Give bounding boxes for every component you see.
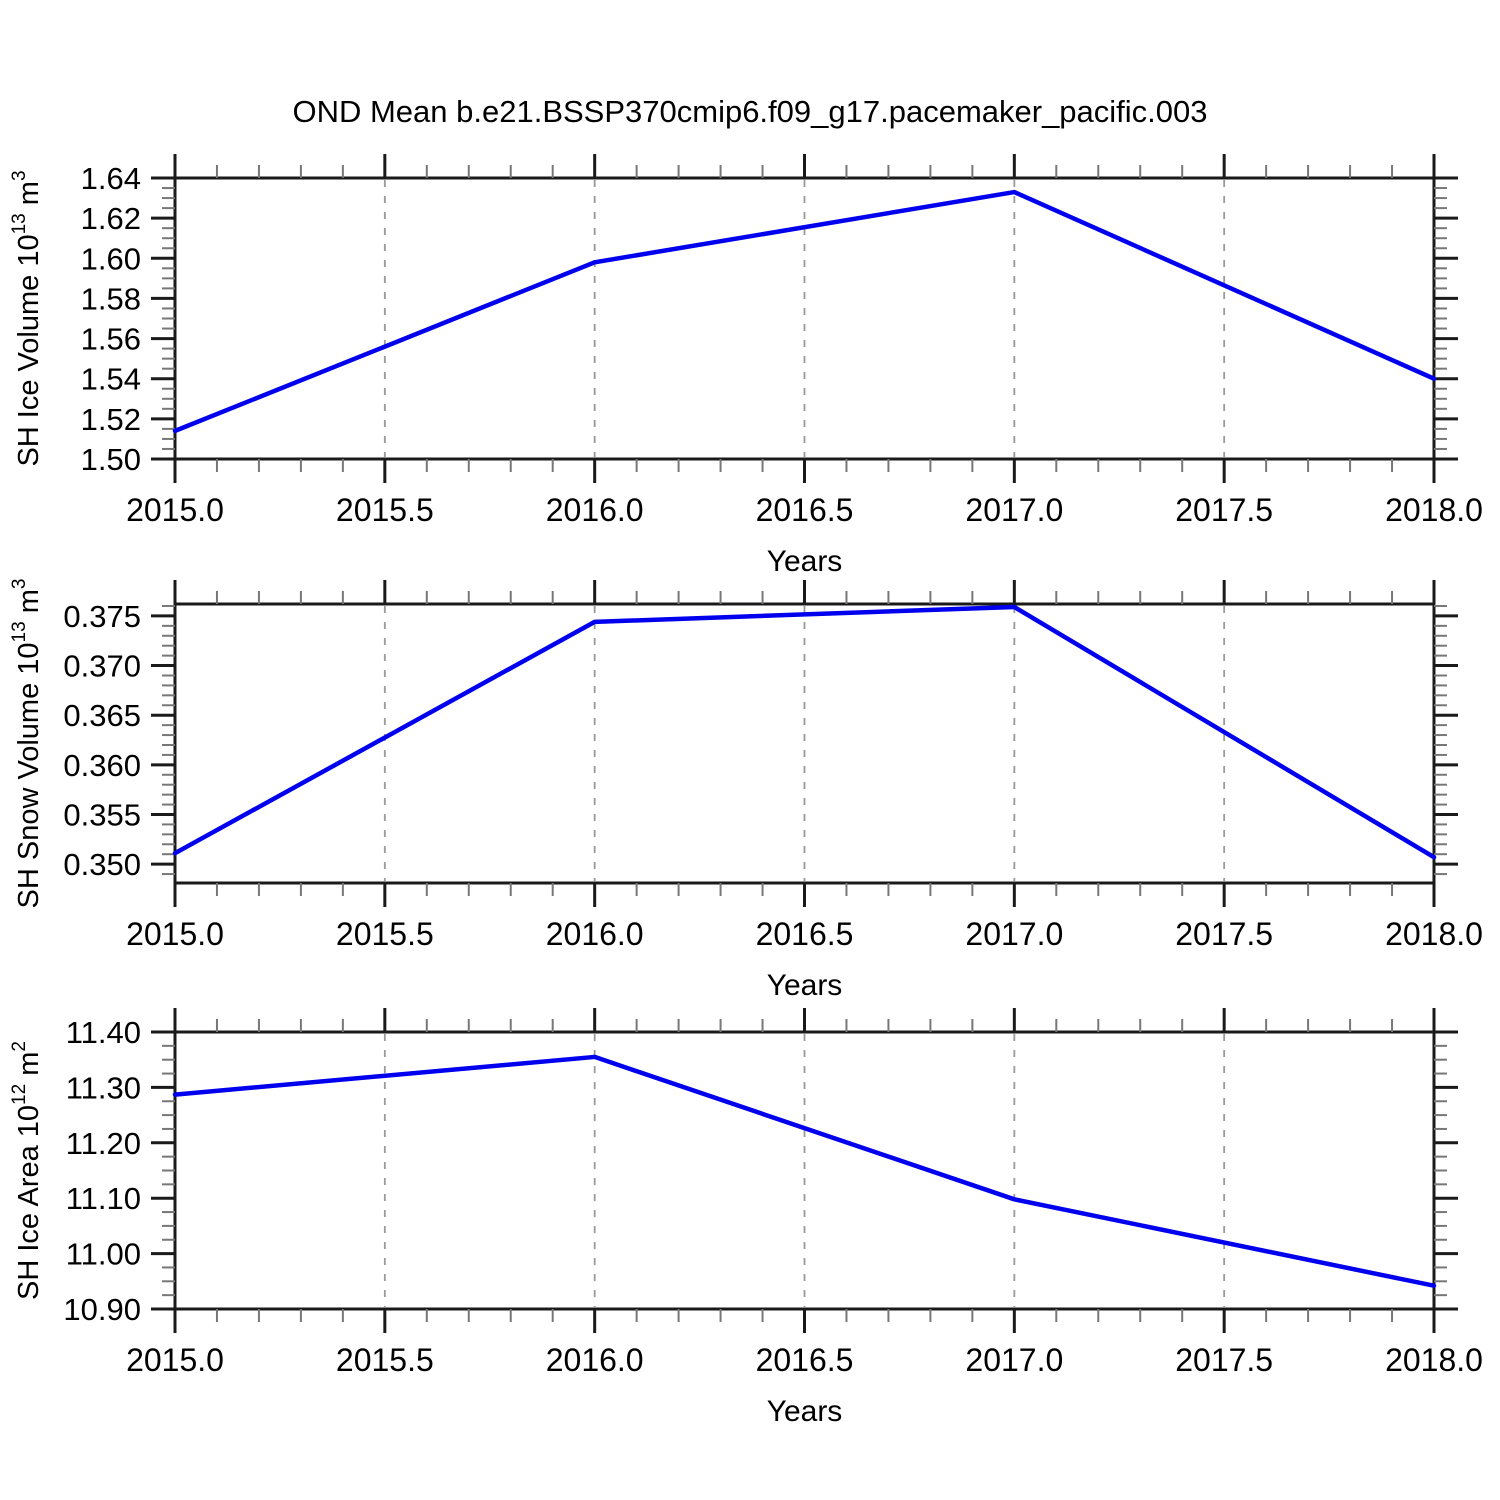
panel-1-y-tick-label: 1.56 [81,322,141,357]
panel-2-x-tick-label: 2016.5 [756,916,854,952]
panel-2-x-tick-label: 2016.0 [546,916,644,952]
panel-2-x-tick-label: 2017.0 [965,916,1063,952]
panel-1-x-tick-label: 2016.5 [756,492,854,528]
panel-3-x-tick-label: 2016.5 [756,1342,854,1378]
panel-1-x-tick-label: 2015.0 [126,492,224,528]
panel-3-y-axis-title: SH Ice Area 1012 m2 [9,1041,45,1300]
panel-1-y-tick-label: 1.52 [81,402,141,437]
panel-3-y-tick-label: 11.00 [66,1237,141,1272]
panel-2-x-tick-label: 2015.5 [336,916,434,952]
panel-2-y-tick-label: 0.360 [63,748,141,783]
panel-2-y-tick-label: 0.350 [63,847,141,882]
panel-3-y-tick-label: 10.90 [63,1292,141,1327]
figure-title: OND Mean b.e21.BSSP370cmip6.f09_g17.pace… [292,94,1208,129]
panel-1-y-tick-label: 1.62 [81,201,141,236]
panel-1-x-axis-title: Years [767,545,843,578]
panel-3-y-tick-label: 11.10 [66,1181,141,1216]
panel-2-y-axis-title: SH Snow Volume 1013 m3 [9,579,45,909]
panel-3-x-tick-label: 2018.0 [1385,1342,1483,1378]
panel-3-x-tick-label: 2017.0 [965,1342,1063,1378]
panel-1-y-tick-label: 1.58 [81,281,141,316]
panel-3-x-tick-label: 2016.0 [546,1342,644,1378]
panel-3-x-tick-label: 2017.5 [1175,1342,1273,1378]
panel-3-series-line [172,1054,1437,1288]
panel-2-x-tick-label: 2015.0 [126,916,224,952]
panel-3-y-tick-label: 11.40 [66,1015,141,1050]
panel-1-y-axis-title: SH Ice Volume 1013 m3 [9,170,45,466]
panel-2-y-tick-label: 0.370 [63,649,141,684]
panel-2-y-tick-label: 0.365 [63,698,141,733]
panel-1-x-tick-label: 2015.5 [336,492,434,528]
panel-1-x-tick-label: 2018.0 [1385,492,1483,528]
panel-1-y-tick-label: 1.64 [81,161,141,196]
panel-2-y-tick-label: 0.375 [63,599,141,634]
panel-2-y-tick-label: 0.355 [63,797,141,832]
panel-2-x-axis-title: Years [767,969,843,1002]
panel-1-x-tick-label: 2017.0 [965,492,1063,528]
panel-1-y-tick-label: 1.50 [81,442,141,477]
panel-3-y-tick-label: 11.30 [66,1070,141,1105]
panel-1-x-tick-label: 2016.0 [546,492,644,528]
panel-1-series-line [172,189,1437,434]
panel-3-frame [173,1030,1436,1311]
panel-1-frame [173,176,1436,461]
panel-1-y-tick-label: 1.60 [81,241,141,276]
panel-3-x-tick-label: 2015.5 [336,1342,434,1378]
panel-1-x-tick-label: 2017.5 [1175,492,1273,528]
panel-2-x-tick-label: 2017.5 [1175,916,1273,952]
panel-2-series-line [172,604,1437,860]
panel-3-x-tick-label: 2015.0 [126,1342,224,1378]
panel-2-x-tick-label: 2018.0 [1385,916,1483,952]
panel-1-y-tick-label: 1.54 [81,362,141,397]
panel-3-y-tick-label: 11.20 [66,1126,141,1161]
panel-3-x-axis-title: Years [767,1395,843,1428]
